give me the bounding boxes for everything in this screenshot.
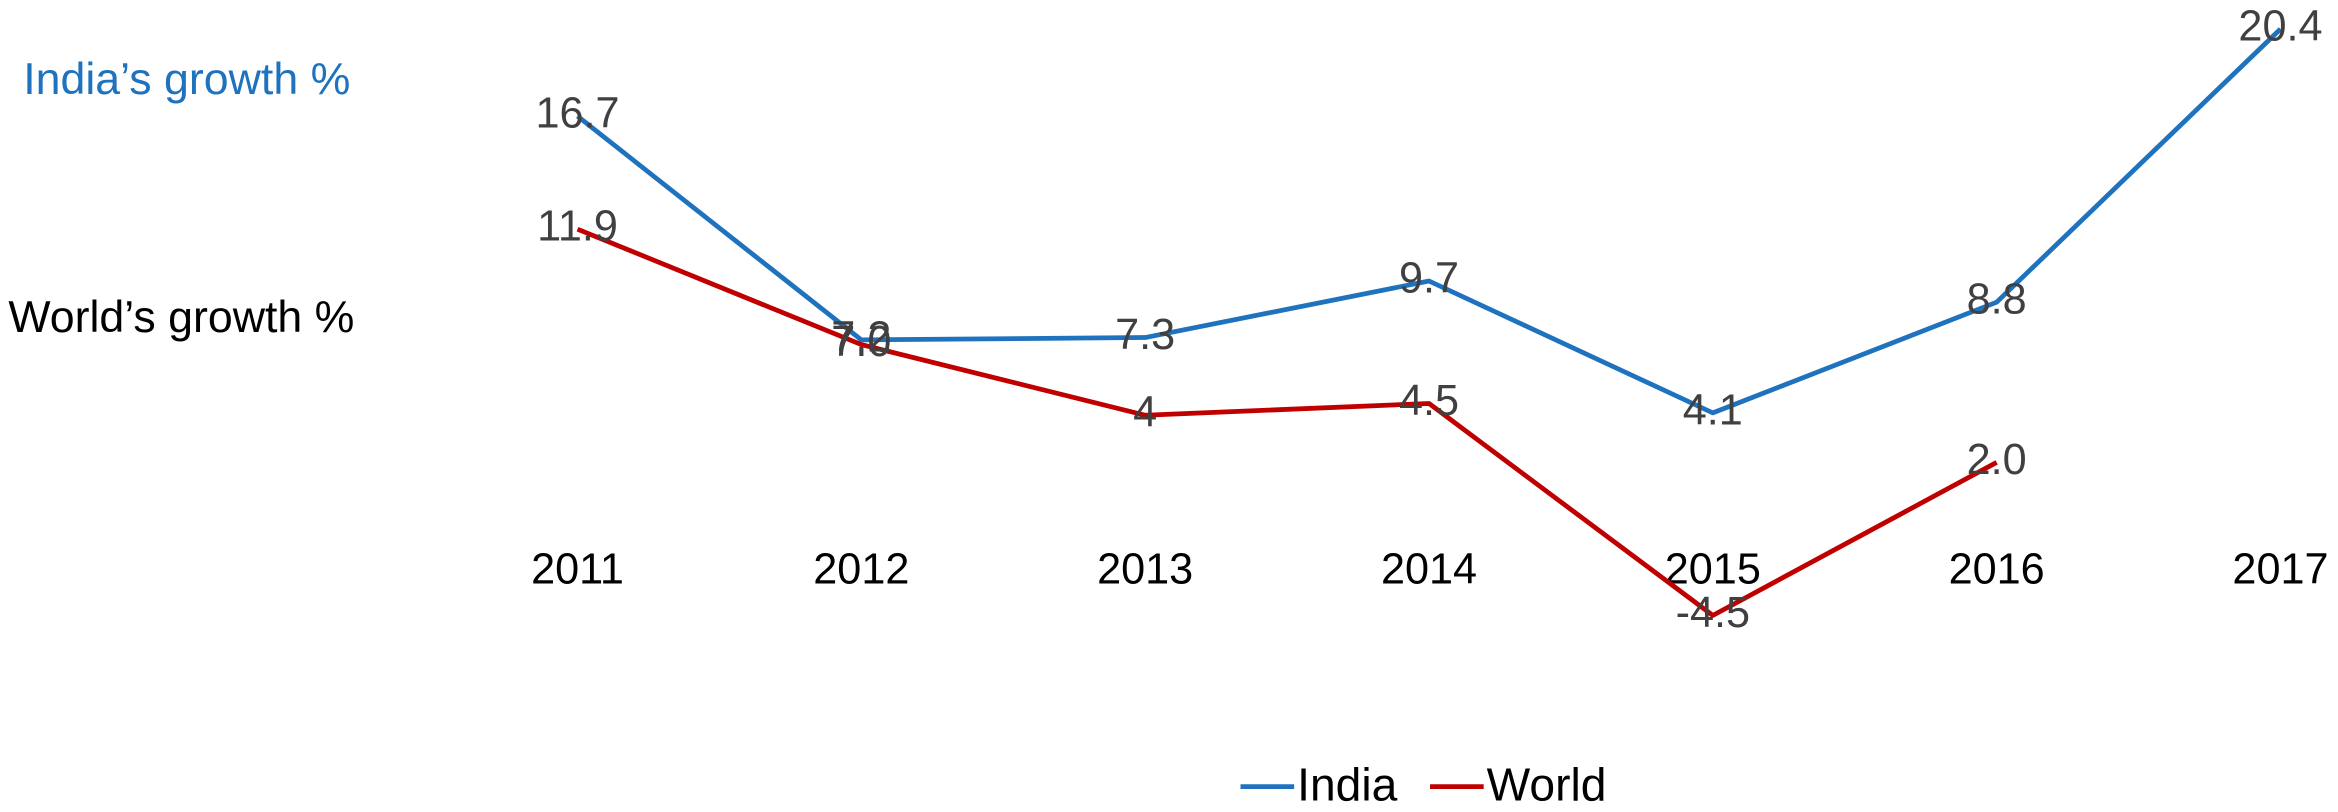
data-label: 4.1 [1683,386,1743,434]
legend-label: India [1297,758,1397,810]
data-label: 7.0 [831,318,891,366]
data-label: 9.7 [1399,254,1459,302]
series-line [576,226,1998,618]
legend-label: World [1487,758,1607,810]
annotation: World’s growth % [8,293,354,342]
series-line [576,27,2283,416]
x-tick-label: 2014 [1381,546,1477,594]
x-tick-label: 2016 [1949,546,2045,594]
data-label: 20.4 [2238,2,2322,50]
x-tick-label: 2012 [813,546,909,594]
data-label: 8.8 [1967,276,2027,324]
data-label: 4 [1133,389,1157,437]
data-label: 2.0 [1967,436,2027,484]
x-tick-label: 2017 [2232,546,2328,594]
data-label: 7.3 [1115,311,1175,359]
data-label: 7.2 [831,313,891,361]
x-tick-label: 2011 [531,546,624,594]
data-label: 16.7 [535,90,619,138]
data-label: 11.9 [537,203,618,251]
x-tick-label: 2015 [1665,546,1761,594]
x-tick-label: 2013 [1097,546,1193,594]
annotation: India’s growth % [23,55,350,104]
data-label: -4.5 [1676,589,1750,637]
data-label: 4.5 [1399,377,1459,425]
